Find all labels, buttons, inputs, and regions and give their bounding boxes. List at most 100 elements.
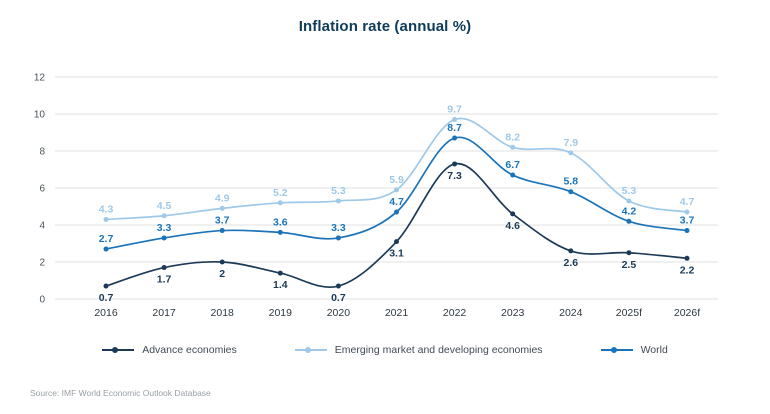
data-point-label: 5.3 — [331, 185, 346, 197]
data-point — [161, 265, 167, 271]
x-axis-tick-label: 2018 — [211, 307, 235, 319]
y-axis-tick-label: 8 — [39, 147, 45, 158]
series-line — [105, 117, 688, 221]
data-point — [103, 283, 109, 289]
data-point — [452, 135, 458, 141]
x-axis-tick-label: 2025f — [616, 307, 642, 319]
data-point — [161, 235, 167, 241]
data-point — [277, 229, 283, 235]
data-point-label: 4.5 — [157, 200, 172, 212]
data-point — [161, 213, 167, 219]
y-axis-tick-label: 2 — [39, 258, 45, 269]
data-point — [103, 246, 109, 252]
x-axis-tick-label: 2016 — [94, 307, 118, 319]
data-point — [510, 172, 516, 178]
source-note: Source: IMF World Economic Outlook Datab… — [30, 388, 211, 398]
data-point-label: 7.9 — [563, 137, 578, 149]
data-point — [568, 150, 574, 156]
data-point-label: 7.3 — [447, 170, 462, 182]
data-point — [394, 187, 399, 193]
legend-marker-icon — [294, 346, 327, 354]
data-point-label: 4.6 — [505, 220, 520, 232]
chart-legend: Advance economies Emerging market and dev… — [0, 344, 770, 356]
data-point — [568, 189, 574, 195]
legend-label: Emerging market and developing economies — [334, 344, 543, 356]
y-axis-tick-label: 0 — [39, 295, 45, 306]
data-point-label: 3.7 — [215, 215, 230, 227]
y-axis-tick-label: 12 — [34, 73, 46, 84]
data-point-label: 5.2 — [273, 187, 288, 199]
data-point-label: 0.7 — [331, 292, 346, 304]
data-point — [219, 259, 225, 265]
data-point-label: 0.7 — [99, 292, 114, 304]
y-axis-tick-label: 4 — [39, 221, 45, 232]
data-point — [452, 161, 458, 167]
data-point — [103, 216, 109, 222]
x-axis-tick-label: 2024 — [559, 307, 583, 319]
data-point-label: 1.7 — [157, 274, 172, 286]
data-point — [277, 200, 283, 206]
data-point — [335, 235, 341, 241]
data-point — [684, 228, 690, 234]
legend-marker-icon — [600, 346, 633, 354]
data-point — [626, 250, 632, 256]
data-point-label: 5.3 — [622, 185, 637, 197]
data-point-label: 1.4 — [273, 279, 288, 291]
data-point-label: 3.3 — [331, 222, 346, 234]
data-point-label: 3.7 — [680, 215, 695, 227]
series-line — [105, 136, 688, 250]
data-point-label: 4.7 — [680, 196, 695, 208]
data-point — [335, 198, 341, 204]
x-axis-tick-label: 2017 — [152, 307, 176, 319]
data-point-label: 3.6 — [273, 216, 288, 228]
data-point — [394, 239, 399, 245]
x-axis-tick-label: 2019 — [269, 307, 293, 319]
legend-marker-icon — [102, 346, 135, 354]
data-point — [219, 228, 225, 234]
data-point-label: 8.2 — [505, 131, 520, 143]
data-point-label: 5.8 — [563, 176, 578, 188]
data-point — [277, 270, 283, 276]
x-axis-tick-label: 2021 — [385, 307, 409, 319]
data-point-label: 3.3 — [157, 222, 172, 234]
data-point-label: 4.3 — [99, 203, 114, 215]
x-axis-tick-label: 2023 — [501, 307, 525, 319]
data-point-label: 2 — [219, 268, 225, 280]
legend-label: Advance economies — [142, 344, 237, 356]
data-point-label: 9.7 — [447, 104, 462, 116]
data-point-label: 3.1 — [389, 248, 404, 260]
data-point-label: 8.7 — [447, 122, 462, 134]
legend-item: Advance economies — [102, 344, 237, 356]
y-axis-tick-label: 10 — [34, 110, 46, 121]
data-point-label: 4.2 — [622, 205, 637, 217]
data-point — [219, 205, 225, 211]
legend-item: Emerging market and developing economies — [294, 344, 543, 356]
data-point — [684, 209, 690, 215]
y-axis-tick-label: 6 — [39, 184, 45, 195]
data-point — [335, 283, 341, 289]
chart-title: Inflation rate (annual %) — [298, 18, 472, 35]
data-point-label: 2.5 — [622, 259, 637, 271]
data-point — [626, 198, 632, 204]
data-point — [510, 211, 516, 217]
data-point-label: 4.9 — [215, 192, 230, 204]
data-point-label: 4.7 — [389, 196, 404, 208]
data-point — [452, 117, 458, 123]
data-point — [510, 144, 516, 150]
legend-item: World — [600, 344, 668, 356]
data-point-label: 2.6 — [563, 257, 578, 269]
data-point — [626, 218, 632, 224]
series-line — [105, 162, 688, 289]
data-point-label: 6.7 — [505, 159, 520, 171]
legend-label: World — [640, 344, 668, 356]
line-chart-plot: 0 2 4 6 8 10 12 2016 2017 2018 2019 2020 2021 2022 202… — [34, 73, 718, 319]
data-point — [568, 248, 574, 254]
data-point-label: 2.7 — [99, 233, 114, 245]
data-point-label: 2.2 — [680, 264, 695, 276]
data-point-label: 5.9 — [389, 174, 404, 186]
x-axis-tick-label: 2020 — [327, 307, 351, 319]
data-point — [684, 255, 690, 261]
x-axis-tick-label: 2026f — [674, 307, 700, 319]
data-point — [394, 209, 399, 215]
